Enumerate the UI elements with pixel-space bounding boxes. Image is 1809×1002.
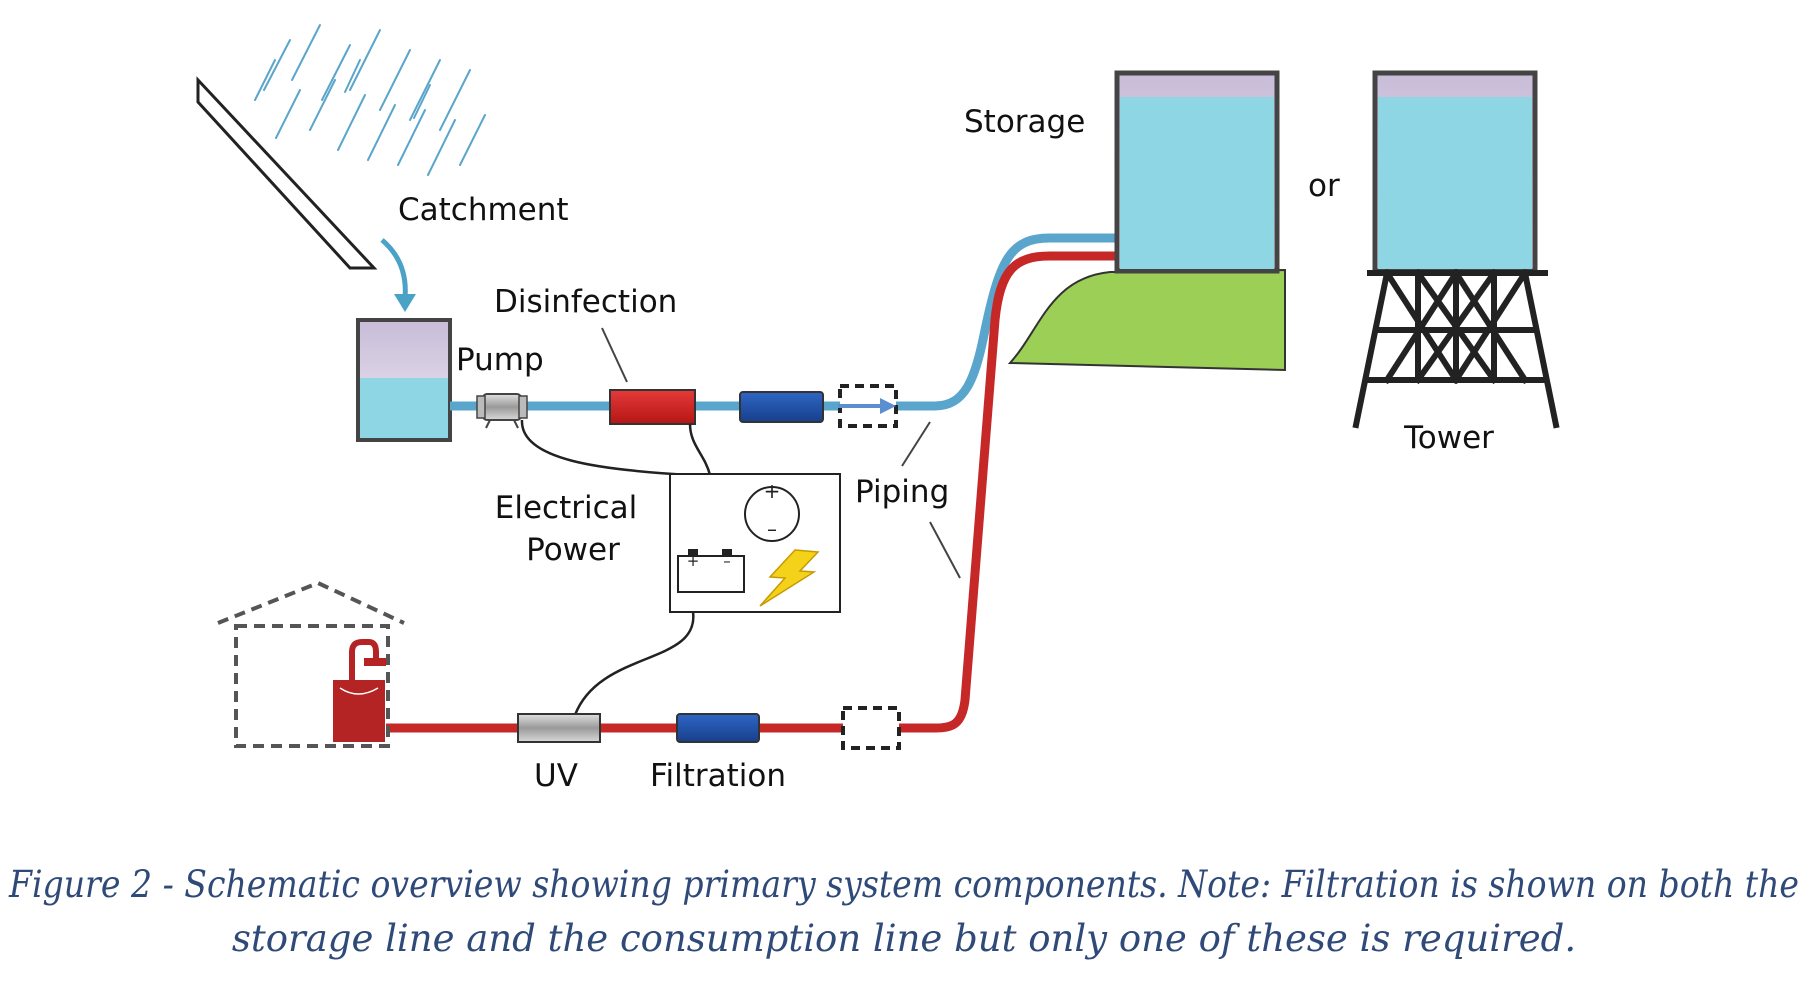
electrical-power-box: + – + – <box>669 473 841 613</box>
lightning-icon <box>759 549 820 607</box>
label-electrical-power-line2: Power <box>526 532 620 568</box>
electrical-wiring <box>520 419 712 716</box>
pump-icon <box>476 393 528 429</box>
supply-optional-component <box>838 384 898 428</box>
sink-icon <box>333 639 386 742</box>
piping-leader-bottom <box>929 521 961 579</box>
disinfection-unit <box>609 389 696 425</box>
label-disinfection: Disinfection <box>494 284 677 320</box>
supply-filter-unit <box>739 391 824 423</box>
label-tower: Tower <box>1403 420 1494 456</box>
consumption-pipe <box>386 251 1115 733</box>
tower-tank <box>1372 70 1538 274</box>
hill <box>1007 268 1286 372</box>
rain-icon <box>254 24 486 176</box>
consumption-optional-component <box>841 706 901 750</box>
label-piping: Piping <box>855 474 949 510</box>
catchment-roof <box>196 76 378 270</box>
collection-tank <box>356 318 452 442</box>
storage-tank <box>1114 70 1280 274</box>
tower-structure <box>1352 268 1560 429</box>
svg-text:+: + <box>764 479 781 503</box>
label-storage: Storage <box>964 104 1085 140</box>
svg-text:–: – <box>723 552 731 570</box>
caption-line-2: storage line and the consumption line bu… <box>232 917 1576 960</box>
supply-pipe <box>450 233 1115 411</box>
piping-leader-top <box>901 421 931 467</box>
caption-line-1: Figure 2 - Schematic overview showing pr… <box>8 863 1799 906</box>
svg-text:–: – <box>767 517 777 541</box>
svg-text:+: + <box>687 552 700 570</box>
label-filtration: Filtration <box>650 758 786 794</box>
consumption-filter-unit <box>676 713 760 743</box>
label-catchment: Catchment <box>398 192 569 228</box>
disinfection-leader <box>601 327 628 383</box>
label-uv: UV <box>534 758 578 794</box>
house-icon <box>217 580 405 748</box>
uv-unit <box>517 713 601 743</box>
label-pump: Pump <box>456 342 544 378</box>
battery-icon: + – <box>677 549 745 593</box>
generator-icon <box>744 486 800 542</box>
label-or: or <box>1308 168 1340 204</box>
catchment-arrow-icon <box>380 238 416 312</box>
label-electrical-power-line1: Electrical <box>495 490 637 526</box>
